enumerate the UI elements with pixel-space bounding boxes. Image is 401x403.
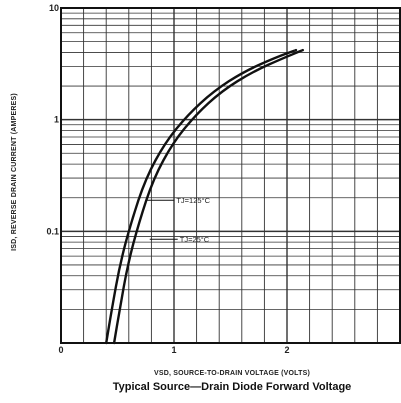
y-tick-label: 10 [49, 3, 59, 13]
x-axis-label: VSD, SOURCE-TO-DRAIN VOLTAGE (VOLTS) [154, 370, 310, 377]
annotations: TJ=125°C TJ=25°C [146, 196, 211, 244]
x-tick-label: 1 [171, 345, 176, 355]
series-line-tj-125c [105, 48, 298, 345]
annotation-label: TJ=25°C [180, 235, 210, 244]
x-tick-label: 2 [284, 345, 289, 355]
y-axis-label: ISD, REVERSE DRAIN CURRENT (AMPERES) [11, 93, 18, 251]
annotation-label: TJ=125°C [176, 196, 210, 205]
y-tick-label: 1 [54, 115, 59, 125]
x-tick-label: 0 [58, 345, 63, 355]
series-layer [105, 48, 305, 345]
grid [60, 8, 401, 344]
y-tick-label: 0.1 [46, 226, 59, 236]
plot-frame [60, 7, 401, 344]
chart-title: Typical Source—Drain Diode Forward Volta… [113, 381, 352, 393]
series-line-tj-25c [112, 48, 305, 345]
tick-labels: 0 1 2 10 1 0.1 [46, 3, 289, 355]
